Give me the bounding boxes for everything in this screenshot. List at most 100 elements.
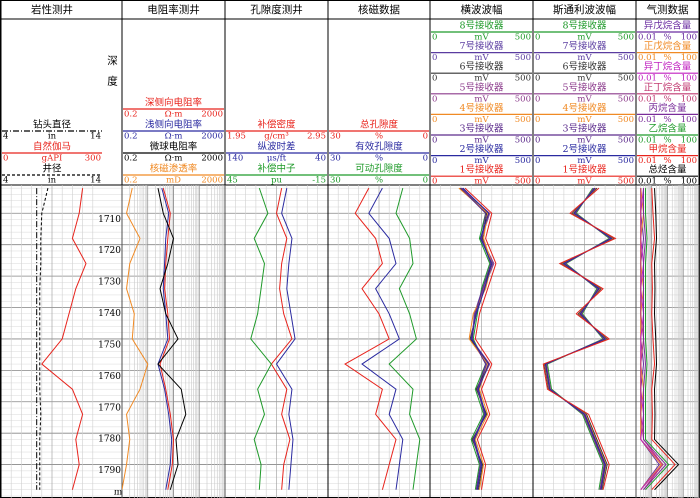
- scale-min: 0: [432, 94, 437, 104]
- curve-name: 2号接收器: [562, 143, 607, 155]
- curve-name: 异戊烷含量: [644, 20, 692, 32]
- scale-max: 0: [423, 132, 428, 142]
- curve-name: 纵波时差: [257, 141, 295, 153]
- curve-unit: mV: [577, 53, 592, 63]
- log-curve: [157, 188, 187, 490]
- curve-name: 6号接收器: [562, 61, 607, 73]
- scale-max: 2000: [201, 176, 223, 186]
- curve-unit: mV: [577, 74, 592, 84]
- scale-min: 0.01: [638, 33, 657, 43]
- scale-min: 1.95: [227, 132, 246, 142]
- scale-max: 500: [618, 53, 634, 63]
- log-curve: [651, 188, 676, 491]
- scale-min: 30: [330, 176, 341, 186]
- scale-max: 100: [681, 53, 697, 63]
- scale-max: 100: [681, 74, 697, 84]
- curve-unit: Ω·m: [165, 154, 183, 164]
- scale-max: 500: [618, 136, 634, 146]
- curve-unit: mV: [577, 136, 592, 146]
- curve-name: 正戊烷含量: [644, 40, 692, 52]
- depth-tick-label: 1760: [98, 372, 121, 382]
- curve-name: 钻头直径: [33, 119, 72, 131]
- curve-name: 2号接收器: [459, 143, 504, 155]
- log-curve: [270, 188, 293, 490]
- curve-name: 甲烷含量: [648, 143, 687, 155]
- curve-name: 补偿密度: [257, 119, 296, 131]
- curve-name: 8号接收器: [459, 20, 504, 32]
- curve-unit: mV: [474, 156, 489, 166]
- scale-max: 500: [618, 33, 634, 43]
- scale-min: 0: [535, 136, 540, 146]
- depth-tick-label: 1730: [98, 278, 121, 288]
- curve-name: 7号接收器: [459, 40, 504, 52]
- curve-unit: mV: [577, 33, 592, 43]
- curve-name: 4号接收器: [562, 102, 607, 114]
- scale-max: -15: [312, 176, 326, 186]
- curve-unit: mV: [474, 74, 489, 84]
- curve-unit: mV: [577, 156, 592, 166]
- curve-unit: mV: [474, 33, 489, 43]
- scale-max: 14: [90, 176, 101, 186]
- log-curve: [460, 187, 492, 490]
- track-title: 岩性测井: [31, 3, 73, 16]
- curve-unit: mV: [474, 136, 489, 146]
- curve-name: 有效孔隙度: [355, 141, 403, 153]
- curve-unit: mV: [474, 94, 489, 104]
- curve-unit: %: [663, 53, 671, 63]
- scale-min: 0: [535, 74, 540, 84]
- curve-unit: %: [663, 177, 671, 187]
- curve-name: 丙烷含量: [648, 102, 687, 114]
- scale-min: 0: [535, 33, 540, 43]
- scale-max: 100: [681, 94, 697, 104]
- curve-unit: mD: [166, 176, 181, 186]
- curve-unit: %: [663, 156, 671, 166]
- scale-max: 500: [515, 53, 531, 63]
- scale-min: 0: [3, 154, 8, 164]
- scale-min: 0: [432, 53, 437, 63]
- curve-name: 8号接收器: [562, 20, 607, 32]
- scale-max: 500: [618, 156, 634, 166]
- scale-max: 2000: [201, 110, 223, 120]
- depth-tick-label: 1770: [98, 403, 121, 413]
- log-curve: [462, 187, 491, 490]
- scale-min: 0: [535, 177, 540, 187]
- scale-min: 0: [535, 115, 540, 125]
- scale-min: 0: [535, 94, 540, 104]
- scale-max: 500: [618, 74, 634, 84]
- curve-name: 乙烷含量: [648, 123, 687, 135]
- scale-max: 500: [515, 156, 531, 166]
- depth-unit: m: [114, 488, 123, 498]
- scale-max: 100: [681, 156, 697, 166]
- curve-unit: Ω·m: [165, 132, 183, 142]
- curve-unit: %: [375, 154, 383, 164]
- curve-name: 可动孔隙度: [355, 163, 403, 175]
- curve-unit: %: [663, 94, 671, 104]
- track-title: 气测数据: [647, 3, 689, 16]
- scale-max: 500: [515, 115, 531, 125]
- curve-name: 核磁渗透率: [150, 163, 198, 175]
- curve-name: 深侧向电阻率: [145, 97, 203, 109]
- scale-max: 100: [681, 177, 697, 187]
- curve-unit: mV: [474, 53, 489, 63]
- scale-min: 0: [432, 177, 437, 187]
- curve-name: 3号接收器: [562, 123, 607, 135]
- log-curve: [643, 188, 667, 491]
- curve-name: 总烃含量: [648, 164, 687, 176]
- scale-min: 4: [3, 176, 8, 186]
- curve-name: 微球电阻率: [150, 141, 198, 153]
- scale-min: 0.01: [638, 177, 657, 187]
- curve-unit: mV: [474, 115, 489, 125]
- log-curve: [361, 187, 404, 490]
- scale-max: 100: [681, 33, 697, 43]
- scale-max: 0: [423, 176, 428, 186]
- log-curve: [41, 188, 87, 490]
- scale-max: 500: [515, 177, 531, 187]
- curve-name: 7号接收器: [562, 40, 607, 52]
- scale-max: 2.95: [307, 132, 326, 142]
- curve-unit: mV: [577, 115, 592, 125]
- depth-tick-label: 1790: [98, 466, 121, 476]
- depth-tick-label: 1720: [98, 246, 121, 256]
- log-curve: [344, 187, 397, 490]
- curve-name: 4号接收器: [459, 102, 504, 114]
- scale-max: 500: [515, 74, 531, 84]
